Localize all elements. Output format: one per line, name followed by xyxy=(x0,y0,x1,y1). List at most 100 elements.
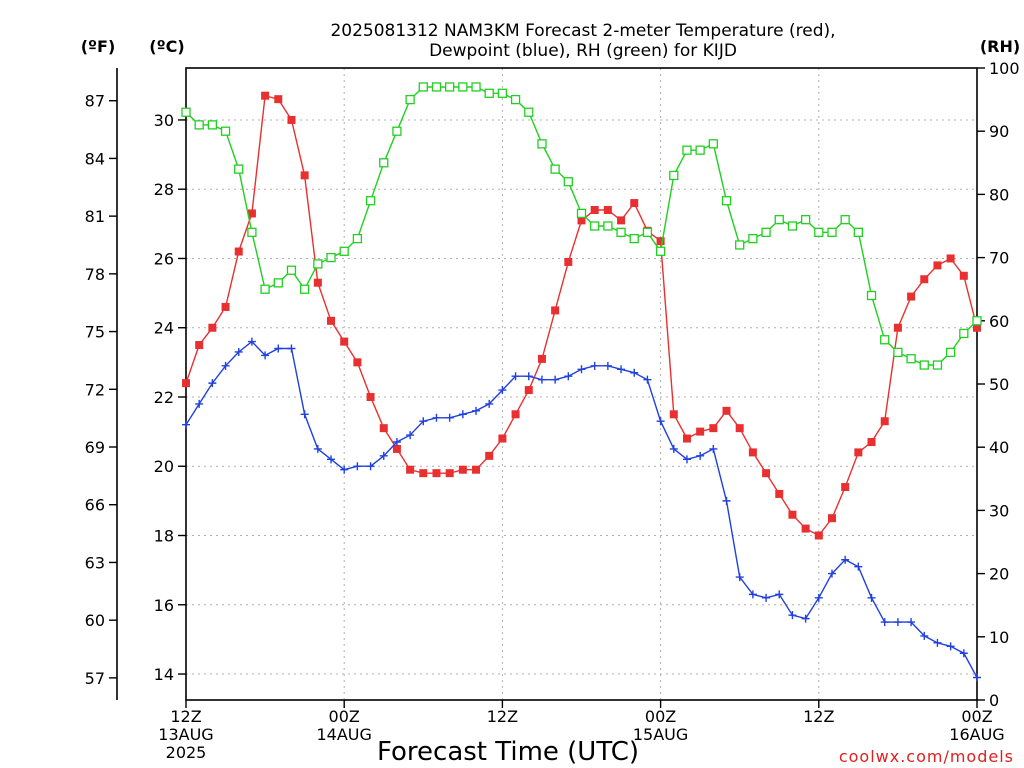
time-tick-label: 00Z xyxy=(329,707,360,726)
celsius-tick-label: 26 xyxy=(154,249,174,268)
rh-point xyxy=(405,94,415,105)
rh-tick-label: 90 xyxy=(989,122,1009,141)
dewpoint-point xyxy=(880,618,889,627)
fahrenheit-tick-label: 81 xyxy=(85,207,105,226)
dewpoint-point xyxy=(300,410,309,419)
rh-point xyxy=(972,316,982,326)
dewpoint-point xyxy=(419,417,428,426)
temperature-point xyxy=(709,424,718,433)
temperature-point xyxy=(419,469,428,478)
temperature-point xyxy=(234,247,243,256)
dewpoint-point xyxy=(722,496,731,505)
temperature-point xyxy=(353,358,362,367)
temperature-series-line xyxy=(185,94,978,537)
rh-point xyxy=(735,240,745,250)
fahrenheit-tick-label: 60 xyxy=(85,611,105,630)
temperature-point xyxy=(208,323,217,332)
temperature-point xyxy=(564,257,573,266)
rh-point xyxy=(629,233,639,244)
rh-unit-label: (RH) xyxy=(980,37,1020,56)
rh-point xyxy=(576,208,587,219)
rh-point xyxy=(866,290,877,301)
time-tick-label: 15AUG xyxy=(633,725,688,744)
rh-point xyxy=(774,215,784,225)
temperature-point xyxy=(195,341,204,350)
temperature-point xyxy=(735,424,744,433)
rh-tick-label: 50 xyxy=(989,375,1009,394)
celsius-tick-label: 14 xyxy=(154,665,174,684)
rh-point xyxy=(814,227,824,237)
rh-point xyxy=(418,82,428,92)
rh-point xyxy=(959,328,969,339)
grid-lines xyxy=(186,68,977,700)
dewpoint-point xyxy=(590,361,599,370)
series-layer xyxy=(181,82,982,682)
rh-point xyxy=(471,82,481,92)
celsius-tick-label: 16 xyxy=(154,596,174,615)
rh-tick-label: 10 xyxy=(989,628,1009,647)
dewpoint-point xyxy=(485,399,494,408)
dewpoint-point xyxy=(775,590,784,599)
temperature-point xyxy=(511,410,520,419)
dewpoint-point xyxy=(221,361,230,370)
temperature-point xyxy=(406,465,415,474)
rh-point xyxy=(234,164,244,174)
rh-point xyxy=(220,126,231,136)
temperature-point xyxy=(590,205,599,214)
dewpoint-point xyxy=(656,417,665,426)
dewpoint-point xyxy=(274,344,283,353)
dewpoint-point xyxy=(340,465,349,474)
temperature-point xyxy=(472,465,481,474)
rh-point xyxy=(299,284,310,294)
fahrenheit-tick-label: 84 xyxy=(85,149,105,168)
dewpoint-point xyxy=(195,399,204,408)
dewpoint-point xyxy=(630,368,639,377)
rh-point xyxy=(524,107,534,117)
temperature-point xyxy=(274,95,283,104)
temperature-point xyxy=(458,465,467,474)
temperature-point xyxy=(445,469,454,478)
rh-point xyxy=(800,215,811,225)
dewpoint-point xyxy=(682,455,691,464)
dewpoint-point xyxy=(313,444,322,453)
dewpoint-point xyxy=(893,618,902,627)
dewpoint-point xyxy=(432,413,441,422)
rh-point xyxy=(207,120,218,130)
temperature-point xyxy=(617,216,626,225)
temperature-point xyxy=(551,306,560,315)
temperature-point xyxy=(933,261,942,270)
rh-point xyxy=(642,227,653,237)
rh-point xyxy=(510,94,521,105)
dewpoint-point xyxy=(814,593,823,602)
temperature-point xyxy=(379,424,388,433)
dewpoint-point xyxy=(261,351,270,360)
temperature-point xyxy=(748,448,757,457)
dewpoint-point xyxy=(287,344,296,353)
credit-label: coolwx.com/models xyxy=(839,747,1014,766)
chart-title: 2025081312 NAM3KM Forecast 2-meter Tempe… xyxy=(330,21,835,41)
rh-series-line xyxy=(185,86,978,366)
fahrenheit-tick-label: 87 xyxy=(85,92,105,111)
dewpoint-point xyxy=(709,444,718,453)
dewpoint-point xyxy=(696,451,705,460)
temperature-point xyxy=(854,448,863,457)
fahrenheit-tick-label: 69 xyxy=(85,438,105,457)
dewpoint-point xyxy=(907,618,916,627)
dewpoint-point xyxy=(801,614,810,623)
temperature-point xyxy=(722,406,731,415)
temperature-point xyxy=(182,379,190,388)
dewpoint-point xyxy=(208,379,217,388)
time-tick-label: 12Z xyxy=(170,707,201,726)
rh-point xyxy=(313,259,323,269)
dewpoint-point xyxy=(247,337,256,346)
dewpoint-point xyxy=(366,462,375,471)
temperature-point xyxy=(867,438,876,447)
dewpoint-point xyxy=(748,590,757,599)
temperature-point xyxy=(432,469,441,478)
dewpoint-point xyxy=(406,431,415,440)
rh-point xyxy=(840,215,850,225)
temperature-point xyxy=(814,531,823,540)
dewpoint-point xyxy=(234,347,243,356)
